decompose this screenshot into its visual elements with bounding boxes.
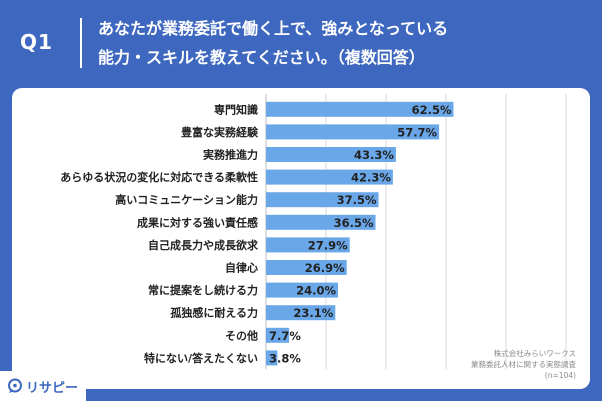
category-label: 成果に対する強い責任感 [137,215,258,229]
value-label: 7.7% [269,329,301,343]
bar [266,327,290,343]
category-label: 自律心 [225,261,258,275]
value-label: 27.9% [308,238,348,252]
value-label: 26.9% [305,261,345,275]
value-label: 36.5% [334,216,374,230]
category-label: 専門知識 [214,102,258,116]
brand-name: リサピー [26,381,79,396]
source-survey: 業務委託人材に関する実態調査 [471,360,576,369]
value-label: 23.1% [293,306,333,320]
source-company: 株式会社みらいワークス [493,349,576,358]
bar [266,237,350,253]
category-label: 常に提案をし続ける力 [148,283,258,297]
bar [266,260,347,275]
source-sample-size: (n=104) [544,371,576,380]
question-title-line-1: あなたが業務委託で働く上で、強みとなっている [98,19,449,38]
question-title: あなたが業務委託で働く上で、強みとなっている 能力・スキルを教えてください。（複… [98,14,588,72]
bar [266,214,376,230]
value-label: 42.3% [351,171,391,185]
bar [266,305,336,321]
bar [266,124,440,140]
chart-card: 専門知識 62.5% 豊富な実務経験 57.7% 実務推進力 43.3% あらゆる状況の変化… [12,88,590,389]
bar [266,147,396,162]
question-title-line-2: 能力・スキルを教えてください。（複数回答） [98,48,425,67]
category-label: 実務推進力 [203,148,258,162]
value-label: 57.7% [397,125,437,139]
category-label: 特にない/答えたくない [144,351,258,365]
question-number: Q1 [20,30,53,54]
bar [266,350,278,366]
speech-bubble-icon [8,378,22,393]
source-note: 株式会社みらいワークス 業務委託人材に関する実態調査 (n=104) [416,348,576,381]
brand-logo: リサピー [0,371,86,401]
bar [266,101,454,117]
bar [266,169,393,185]
value-label: 37.5% [337,193,377,207]
value-label: 62.5% [412,103,452,117]
value-label: 24.0% [296,284,336,298]
category-label: 自己成長力や成長欲求 [148,238,259,252]
category-label: あらゆる状況の変化に対応できる柔軟性 [60,170,258,184]
bar [266,192,379,208]
category-label: その他 [225,328,258,342]
bar [266,282,338,298]
value-label: 3.8% [269,351,301,365]
category-label: 孤独感に耐える力 [170,306,258,320]
category-label: 高いコミュニケーション能力 [115,193,258,207]
header: Q1 あなたが業務委託で働く上で、強みとなっている 能力・スキルを教えてください… [0,0,602,84]
bar-chart: 専門知識 62.5% 豊富な実務経験 57.7% 実務推進力 43.3% あらゆる状況の変化… [60,94,567,370]
category-label: 豊富な実務経験 [181,125,259,139]
header-divider [80,18,82,68]
value-label: 43.3% [354,148,394,162]
